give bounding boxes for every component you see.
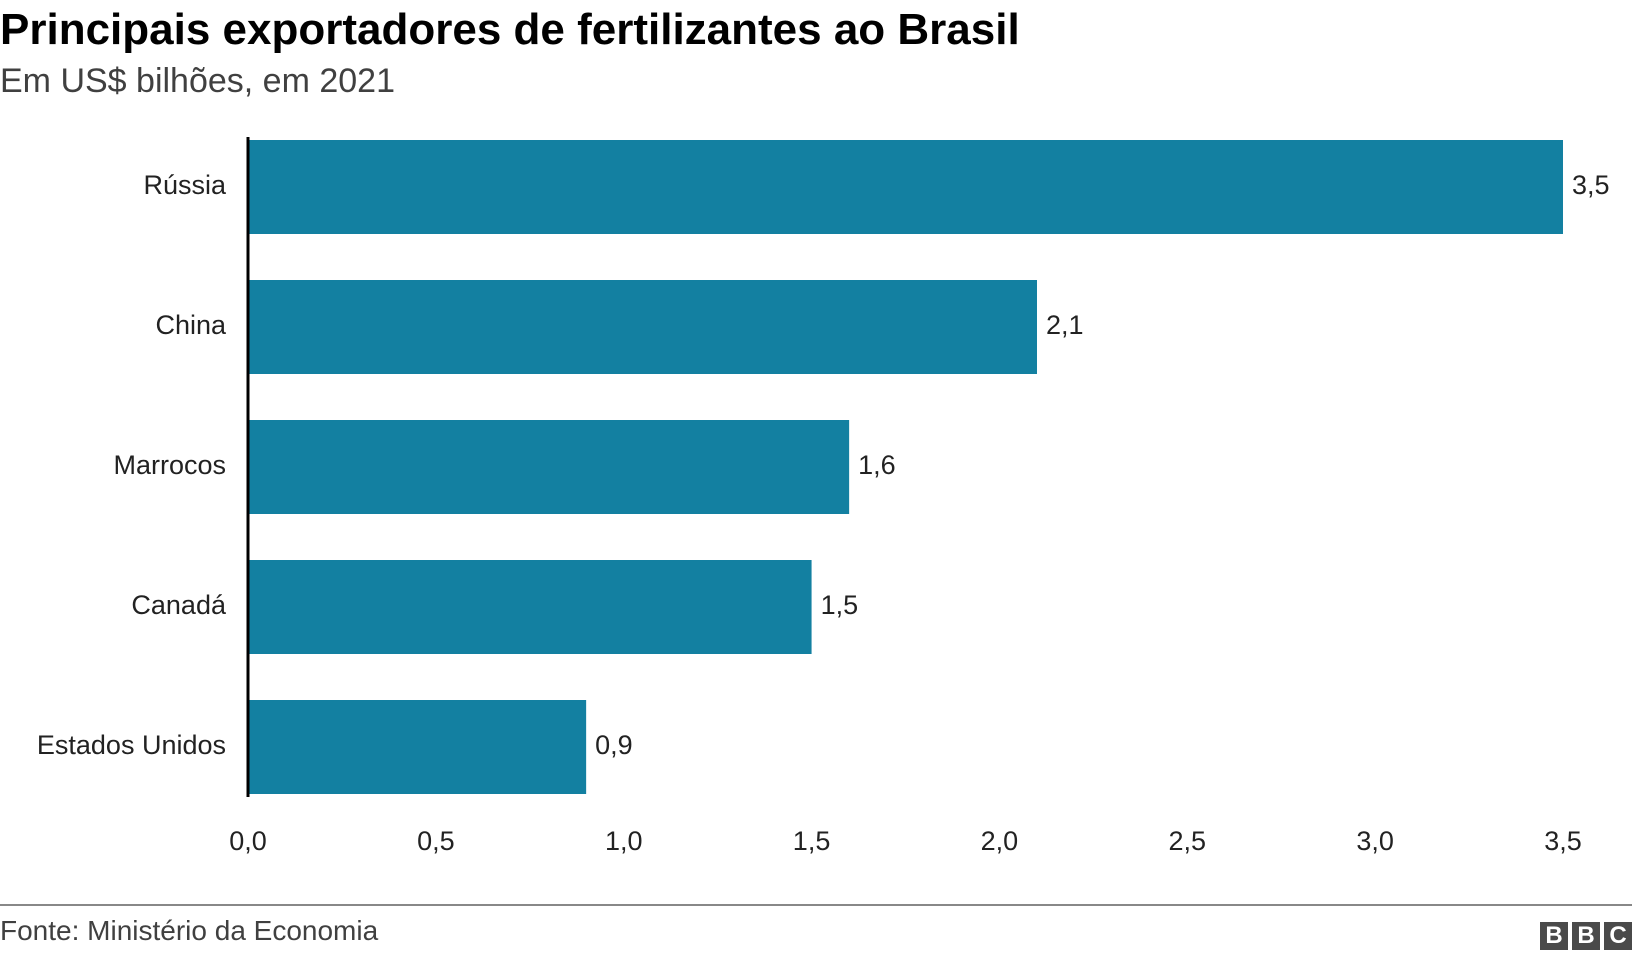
bbc-logo: B B C: [1540, 922, 1632, 950]
x-tick-label: 0,0: [229, 826, 267, 856]
bar-china: [248, 280, 1037, 374]
bbc-logo-letter-b2: B: [1572, 922, 1600, 950]
value-label-china: 2,1: [1046, 310, 1084, 340]
bars-layer: [248, 140, 1563, 794]
value-labels: 3,5 2,1 1,6 1,5 0,9: [595, 170, 1609, 760]
chart-title: Principais exportadores de fertilizantes…: [0, 5, 1020, 54]
x-tick-label: 1,5: [793, 826, 831, 856]
x-tick-label: 2,0: [981, 826, 1019, 856]
x-tick-label: 0,5: [417, 826, 455, 856]
bbc-logo-letter-c: C: [1604, 922, 1632, 950]
bar-canada: [248, 560, 812, 654]
chart-subtitle: Em US$ bilhões, em 2021: [0, 62, 395, 100]
bbc-logo-letter-b1: B: [1540, 922, 1568, 950]
source-note: Fonte: Ministério da Economia: [0, 915, 379, 946]
value-label-canada: 1,5: [821, 590, 859, 620]
category-label-estados-unidos: Estados Unidos: [37, 730, 226, 760]
category-label-china: China: [155, 310, 227, 340]
x-tick-label: 3,5: [1544, 826, 1582, 856]
x-tick-label: 3,0: [1356, 826, 1394, 856]
bar-russia: [248, 140, 1563, 234]
x-tick-label: 1,0: [605, 826, 643, 856]
category-label-canada: Canadá: [131, 590, 227, 620]
value-label-estados-unidos: 0,9: [595, 730, 633, 760]
value-label-russia: 3,5: [1572, 170, 1610, 200]
value-label-marrocos: 1,6: [858, 450, 896, 480]
bar-marrocos: [248, 420, 850, 514]
category-label-marrocos: Marrocos: [113, 450, 226, 480]
x-tick-label: 2,5: [1169, 826, 1207, 856]
x-axis-tick-labels: 0,0 0,5 1,0 1,5 2,0 2,5 3,0 3,5: [229, 826, 1582, 856]
footer-divider: [0, 904, 1632, 906]
category-labels: Rússia China Marrocos Canadá Estados Unidos: [37, 170, 227, 760]
bar-estados-unidos: [248, 700, 587, 794]
category-label-russia: Rússia: [143, 170, 227, 200]
